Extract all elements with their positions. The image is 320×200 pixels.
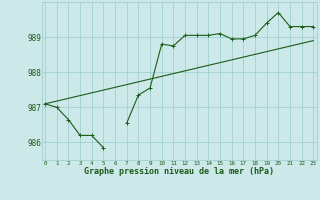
X-axis label: Graphe pression niveau de la mer (hPa): Graphe pression niveau de la mer (hPa) <box>84 167 274 176</box>
